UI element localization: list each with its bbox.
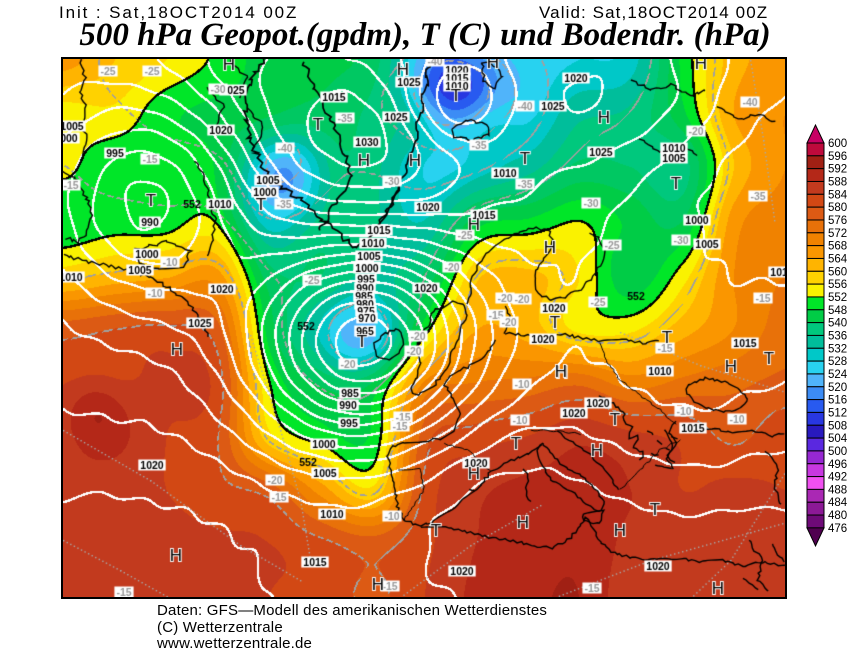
- svg-text:512: 512: [828, 407, 847, 419]
- svg-text:528: 528: [828, 356, 847, 368]
- svg-text:508: 508: [828, 420, 847, 432]
- svg-text:580: 580: [828, 202, 847, 214]
- svg-text:476: 476: [828, 523, 847, 535]
- svg-text:536: 536: [828, 330, 847, 342]
- svg-text:504: 504: [828, 433, 848, 445]
- svg-text:564: 564: [828, 253, 848, 265]
- svg-text:520: 520: [828, 382, 847, 394]
- svg-text:572: 572: [828, 228, 847, 240]
- svg-text:576: 576: [828, 215, 847, 227]
- svg-text:560: 560: [828, 266, 847, 278]
- svg-text:488: 488: [828, 484, 847, 496]
- svg-text:552: 552: [828, 292, 847, 304]
- svg-text:596: 596: [828, 151, 847, 163]
- svg-text:600: 600: [828, 138, 847, 150]
- svg-text:480: 480: [828, 510, 847, 522]
- svg-text:532: 532: [828, 343, 847, 355]
- svg-text:500: 500: [828, 446, 847, 458]
- svg-text:592: 592: [828, 164, 847, 176]
- svg-text:524: 524: [828, 369, 848, 381]
- svg-text:492: 492: [828, 472, 847, 484]
- svg-text:484: 484: [828, 497, 848, 509]
- svg-text:496: 496: [828, 459, 847, 471]
- svg-text:584: 584: [828, 189, 848, 201]
- svg-text:588: 588: [828, 176, 847, 188]
- svg-text:556: 556: [828, 279, 847, 291]
- svg-text:568: 568: [828, 241, 847, 253]
- svg-text:540: 540: [828, 318, 847, 330]
- svg-text:548: 548: [828, 305, 847, 317]
- svg-text:516: 516: [828, 395, 847, 407]
